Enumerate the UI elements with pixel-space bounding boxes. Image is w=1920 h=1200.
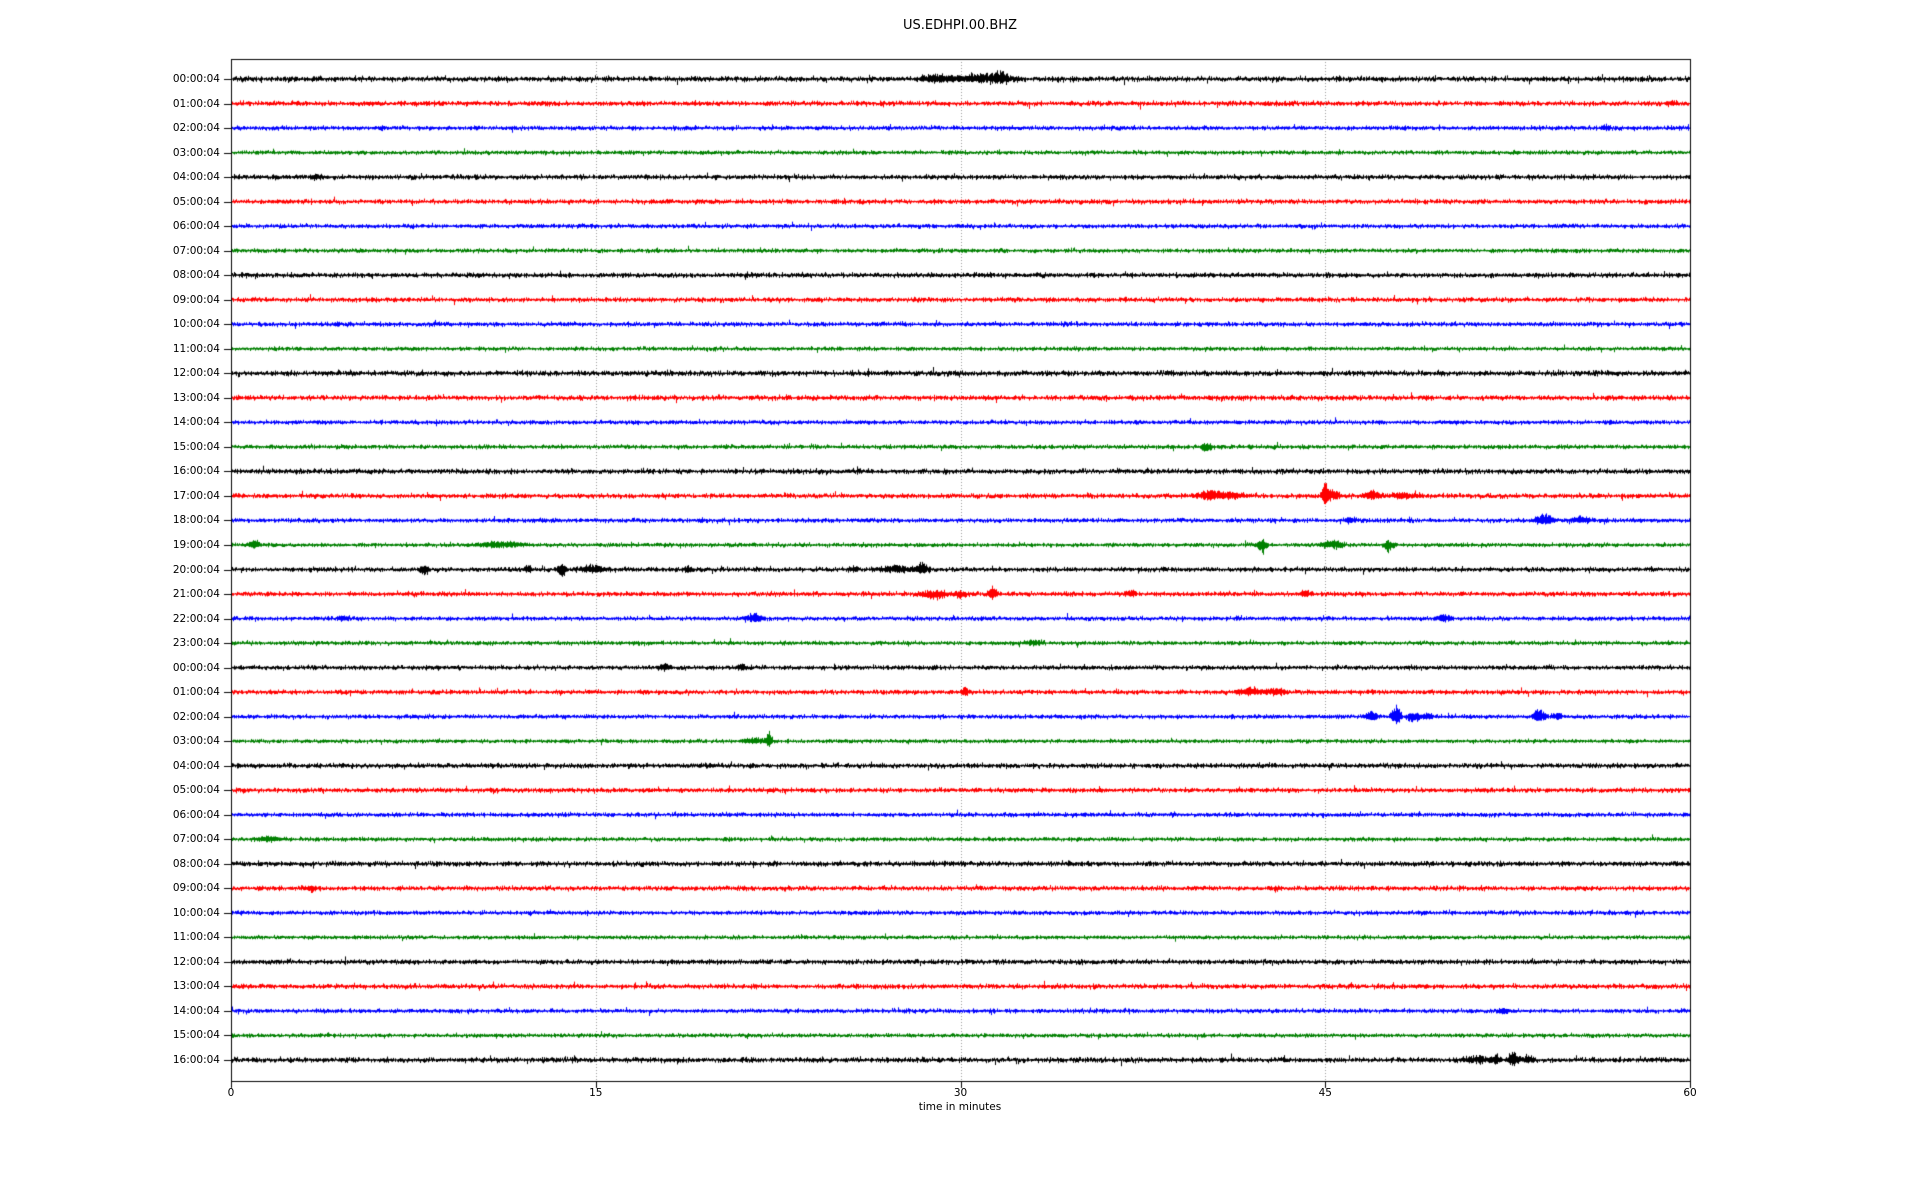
row-time-label: 17:00:04 <box>172 489 220 502</box>
row-time-label: 12:00:04 <box>172 955 220 968</box>
row-time-label: 15:00:04 <box>172 440 220 453</box>
row-time-label: 00:00:04 <box>172 661 220 674</box>
row-time-label: 22:00:04 <box>172 612 220 625</box>
row-time-label: 14:00:04 <box>172 1004 220 1017</box>
row-time-label: 10:00:04 <box>172 906 220 919</box>
row-time-label: 02:00:04 <box>172 122 220 135</box>
row-time-label: 02:00:04 <box>172 710 220 723</box>
row-time-label: 03:00:04 <box>172 146 220 159</box>
row-time-label: 05:00:04 <box>172 784 220 797</box>
row-time-label: 11:00:04 <box>172 931 220 944</box>
row-time-label: 19:00:04 <box>172 538 220 551</box>
x-tick-label: 30 <box>953 1087 968 1099</box>
row-time-label: 08:00:04 <box>172 269 220 282</box>
x-tick-label: 15 <box>589 1087 603 1099</box>
row-time-label: 01:00:04 <box>172 97 220 110</box>
row-time-label: 03:00:04 <box>172 735 220 748</box>
row-time-label: 18:00:04 <box>172 514 220 527</box>
row-time-label: 21:00:04 <box>172 588 220 601</box>
x-tick-label: 45 <box>1318 1087 1332 1099</box>
row-time-label: 05:00:04 <box>172 195 220 208</box>
row-time-label: 01:00:04 <box>172 686 220 699</box>
x-axis-title: time in minutes <box>918 1101 1002 1113</box>
row-time-label: 15:00:04 <box>172 1029 220 1042</box>
row-time-label: 09:00:04 <box>172 882 220 895</box>
row-time-label: 13:00:04 <box>172 980 220 993</box>
row-time-label: 00:00:04 <box>172 73 220 85</box>
row-time-label: 13:00:04 <box>172 391 220 404</box>
row-time-label: 06:00:04 <box>172 220 220 233</box>
row-time-label: 04:00:04 <box>172 171 220 184</box>
row-time-label: 06:00:04 <box>172 808 220 821</box>
row-time-label: 16:00:04 <box>172 465 220 478</box>
row-time-label: 16:00:04 <box>172 1054 220 1066</box>
row-time-label: 09:00:04 <box>172 293 220 306</box>
row-time-label: 04:00:04 <box>172 759 220 772</box>
x-tick-label: 60 <box>1683 1087 1697 1099</box>
row-time-label: 10:00:04 <box>172 318 220 331</box>
row-time-label: 11:00:04 <box>172 342 220 355</box>
chart-title: US.EDHPI.00.BHZ <box>903 18 1017 33</box>
row-time-label: 07:00:04 <box>172 244 220 257</box>
row-time-label: 14:00:04 <box>172 416 220 429</box>
x-tick-label: 0 <box>227 1087 235 1099</box>
row-time-label: 08:00:04 <box>172 857 220 870</box>
row-time-label: 23:00:04 <box>172 637 220 650</box>
row-time-label: 12:00:04 <box>172 367 220 380</box>
row-time-label: 07:00:04 <box>172 833 220 846</box>
row-time-label: 20:00:04 <box>172 563 220 576</box>
